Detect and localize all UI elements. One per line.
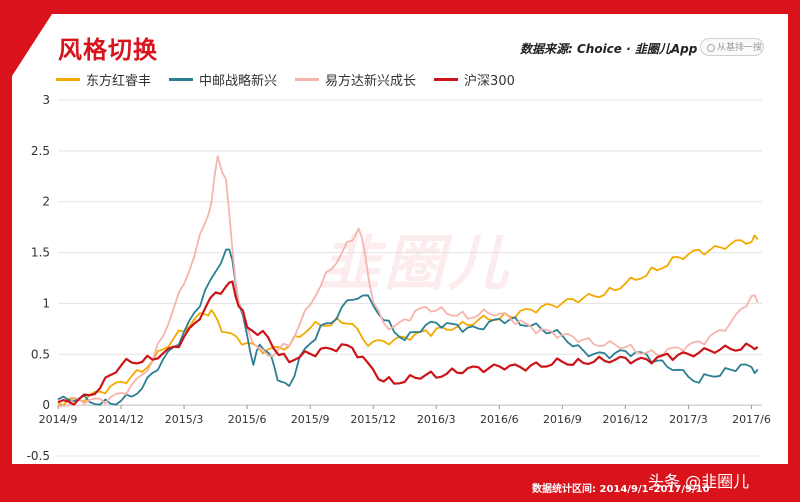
x-tick-label-0: 2014/9	[39, 413, 78, 426]
x-tick-label-7: 2016/6	[480, 413, 519, 426]
x-tick-label-6: 2016/3	[417, 413, 456, 426]
x-tick-label-10: 2017/3	[669, 413, 708, 426]
y-tick-label-0: 3	[42, 93, 50, 107]
y-tick-label-5: 0.5	[31, 347, 50, 361]
y-tick-label-1: 2.5	[31, 144, 50, 158]
legend: 东方红睿丰 中邮战略新兴 易方达新兴成长 沪深300	[56, 70, 515, 89]
data-source-label: 数据来源: Choice · 韭圈儿App	[520, 42, 698, 56]
legend-swatch-3	[434, 78, 459, 81]
x-tick-label-8: 2016/9	[543, 413, 582, 426]
legend-item-2: 易方达新兴成长	[295, 70, 416, 89]
search-icon	[707, 43, 715, 52]
chart-title: 风格切换	[58, 36, 158, 64]
x-tick-label-1: 2014/12	[98, 413, 144, 426]
search-input[interactable]: 从基排一搜	[700, 38, 764, 56]
series-line-2	[57, 155, 759, 408]
legend-item-0: 东方红睿丰	[56, 70, 151, 89]
x-tick-label-11: 2017/6	[732, 413, 771, 426]
y-tick-label-4: 1	[42, 296, 50, 310]
series-line-0	[57, 234, 759, 407]
corner-decoration	[12, 14, 52, 76]
x-tick-label-3: 2015/6	[228, 413, 267, 426]
legend-swatch-0	[56, 78, 80, 81]
legend-swatch-2	[295, 78, 320, 81]
legend-swatch-1	[169, 78, 194, 81]
x-tick-label-4: 2015/9	[291, 413, 330, 426]
legend-label-0: 东方红睿丰	[86, 74, 152, 89]
x-tick-label-2: 2015/3	[165, 413, 204, 426]
y-tick-label-6: 0	[42, 398, 50, 412]
footer-range-label: 数据统计区间: 2014/9/1–2017/9/10	[532, 484, 710, 495]
x-tick-label-9: 2016/12	[603, 413, 649, 426]
legend-label-2: 易方达新兴成长	[325, 74, 417, 89]
footer-credit: 头条 @韭圈儿	[648, 472, 750, 491]
legend-label-1: 中邮战略新兴	[199, 74, 278, 89]
series-line-3	[57, 280, 759, 406]
y-tick-label-7: -0.5	[27, 449, 50, 463]
legend-item-1: 中邮战略新兴	[169, 70, 277, 89]
x-tick-label-5: 2015/12	[350, 413, 396, 426]
y-tick-label-3: 1.5	[31, 246, 50, 260]
y-tick-label-2: 2	[42, 195, 50, 209]
legend-item-3: 沪深300	[434, 70, 515, 89]
search-placeholder: 从基排一搜	[717, 43, 763, 53]
legend-label-3: 沪深300	[464, 74, 515, 89]
series-line-1	[57, 248, 759, 406]
